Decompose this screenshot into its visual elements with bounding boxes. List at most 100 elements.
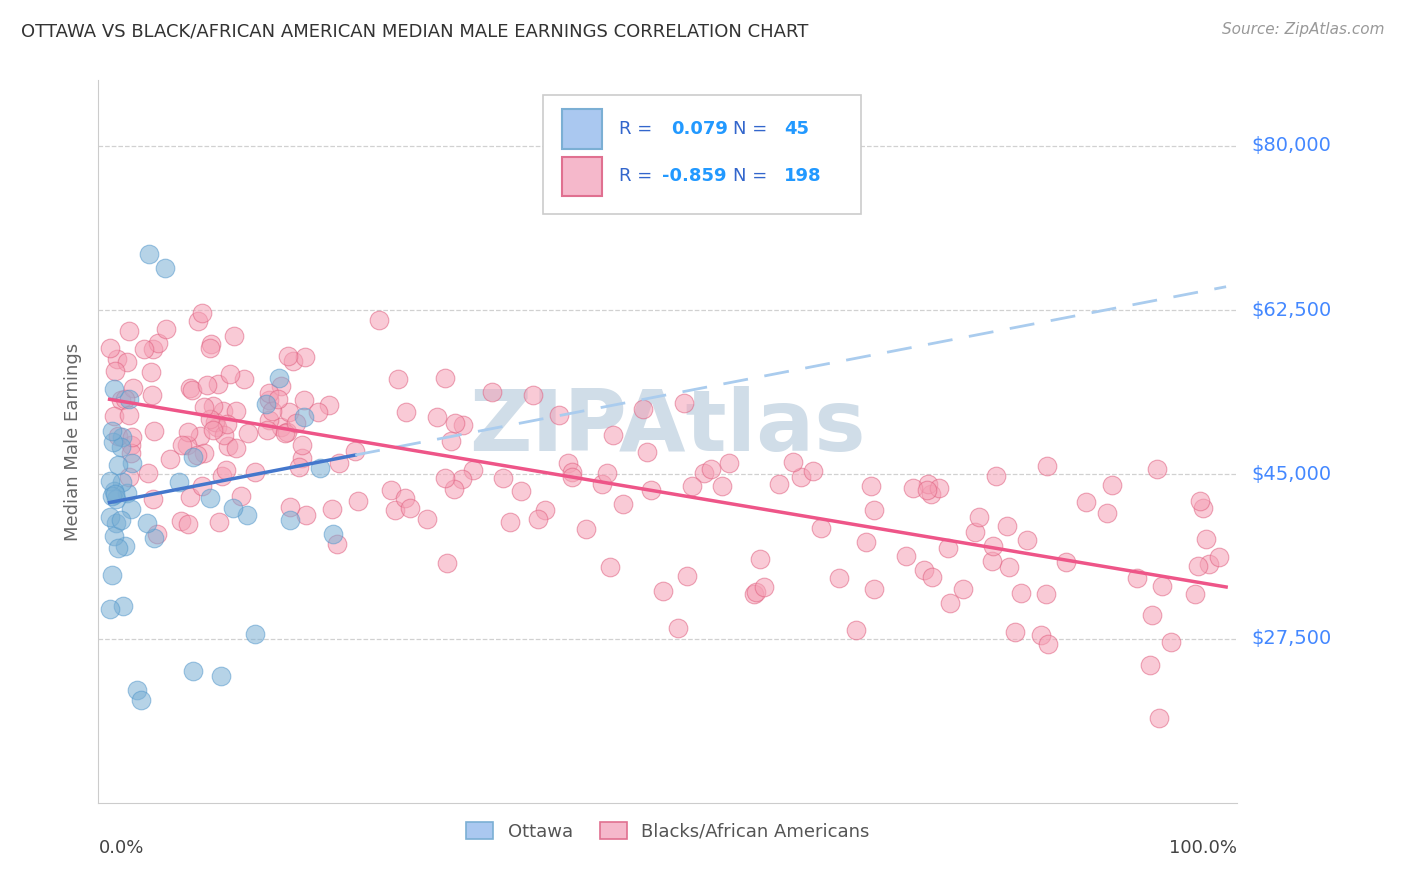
Point	[211, 469, 233, 483]
Point	[138, 247, 160, 261]
Point	[179, 490, 201, 504]
Point	[235, 508, 257, 522]
Point	[217, 417, 239, 432]
Point	[183, 665, 205, 679]
Point	[640, 483, 662, 498]
Text: 198: 198	[785, 168, 821, 186]
Point	[191, 479, 214, 493]
Point	[146, 527, 169, 541]
Point	[295, 508, 318, 522]
Point	[103, 483, 125, 498]
Point	[257, 392, 280, 407]
Point	[105, 516, 128, 530]
Point	[291, 450, 314, 465]
Text: OTTAWA VS BLACK/AFRICAN AMERICAN MEDIAN MALE EARNINGS CORRELATION CHART: OTTAWA VS BLACK/AFRICAN AMERICAN MEDIAN …	[21, 22, 808, 40]
Point	[328, 456, 350, 470]
Point	[98, 602, 121, 616]
Point	[224, 329, 246, 343]
Point	[394, 491, 416, 505]
Point	[436, 556, 458, 570]
Text: Source: ZipAtlas.com: Source: ZipAtlas.com	[1222, 22, 1385, 37]
Point	[443, 482, 465, 496]
Point	[1147, 711, 1170, 725]
Point	[270, 379, 292, 393]
Point	[855, 534, 877, 549]
Point	[380, 483, 402, 497]
Point	[1074, 494, 1097, 508]
Point	[1101, 478, 1123, 492]
Point	[136, 516, 159, 531]
Point	[201, 399, 224, 413]
Point	[177, 516, 200, 531]
Point	[205, 420, 228, 434]
Point	[433, 470, 456, 484]
Point	[561, 465, 583, 479]
Point	[114, 392, 136, 406]
Point	[1004, 624, 1026, 639]
Point	[700, 462, 723, 476]
Point	[159, 451, 181, 466]
Point	[547, 408, 569, 422]
Point	[100, 509, 122, 524]
Point	[170, 515, 193, 529]
Point	[997, 559, 1019, 574]
Point	[186, 448, 208, 462]
Text: $80,000: $80,000	[1251, 136, 1331, 155]
Point	[651, 583, 673, 598]
Point	[344, 444, 367, 458]
Text: $45,000: $45,000	[1251, 465, 1331, 483]
Point	[107, 458, 129, 473]
Point	[136, 466, 159, 480]
Point	[188, 428, 211, 442]
Point	[214, 463, 236, 477]
Point	[177, 425, 200, 440]
Point	[1010, 585, 1032, 599]
Point	[749, 552, 772, 566]
Point	[575, 522, 598, 536]
Point	[104, 364, 127, 378]
Text: ZIPAtlas: ZIPAtlas	[470, 385, 866, 468]
Point	[129, 692, 152, 706]
Point	[828, 571, 851, 585]
Point	[225, 404, 247, 418]
Point	[981, 554, 1004, 568]
Point	[193, 400, 215, 414]
FancyBboxPatch shape	[543, 95, 862, 214]
Point	[243, 627, 266, 641]
Point	[101, 568, 124, 582]
Text: R =: R =	[619, 168, 658, 186]
Point	[509, 484, 531, 499]
Point	[921, 570, 943, 584]
Point	[208, 516, 231, 530]
Point	[107, 541, 129, 556]
Point	[995, 519, 1018, 533]
Point	[170, 438, 193, 452]
Point	[440, 434, 463, 448]
Point	[1184, 587, 1206, 601]
Point	[845, 623, 868, 637]
Point	[212, 428, 235, 442]
Point	[592, 477, 614, 491]
Point	[326, 537, 349, 551]
Point	[167, 475, 190, 489]
Point	[522, 388, 544, 402]
Point	[225, 442, 247, 456]
Text: R =: R =	[619, 120, 658, 137]
Point	[197, 377, 219, 392]
Point	[1187, 558, 1209, 573]
Y-axis label: Median Male Earnings: Median Male Earnings	[65, 343, 83, 541]
Point	[111, 599, 134, 613]
Point	[142, 491, 165, 506]
Point	[120, 502, 142, 516]
Point	[681, 479, 703, 493]
Point	[416, 512, 439, 526]
Point	[155, 321, 177, 335]
Point	[915, 483, 938, 497]
Point	[711, 479, 734, 493]
Point	[274, 426, 297, 441]
Point	[110, 440, 132, 454]
Point	[142, 424, 165, 438]
Point	[292, 409, 315, 424]
Point	[292, 393, 315, 408]
Point	[222, 500, 245, 515]
